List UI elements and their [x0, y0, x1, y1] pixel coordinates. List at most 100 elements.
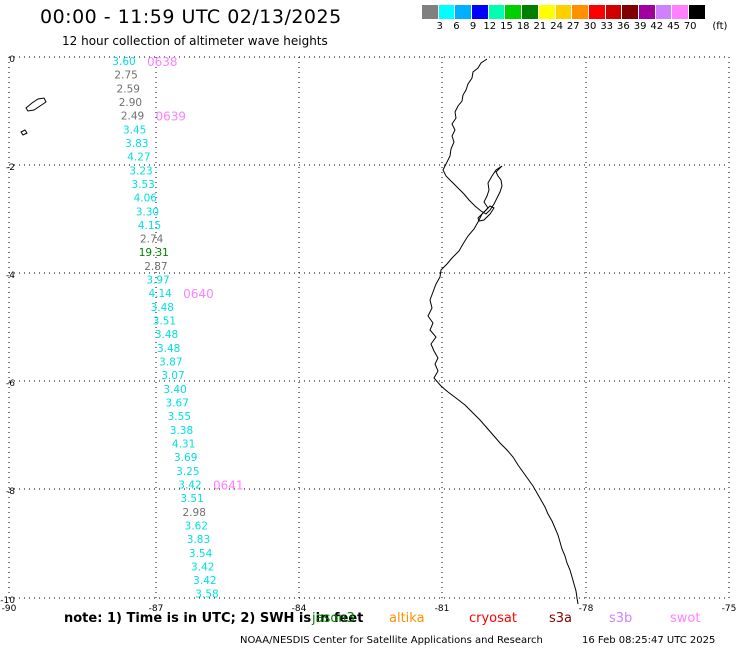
pass-time-label: 0641 [213, 478, 244, 492]
color-legend: 3 6 9 12 15 18 21 24 27 30 33 36 39 42 45 70 (ft) [422, 5, 727, 33]
legend-swatch [655, 5, 673, 19]
satellite-legend-item: swot [670, 611, 701, 626]
lat-tick-label: -4 [6, 271, 15, 281]
island-galapagos-small [20, 129, 28, 136]
note-text: note: 1) Time is in UTC; 2) SWH is in fe… [64, 611, 364, 626]
legend-swatches [422, 5, 706, 19]
pass-time-labels: 0638 0639 0640 0641 [147, 55, 244, 492]
legend-swatch [422, 5, 439, 19]
wave-height-value: 3.48 [157, 343, 180, 355]
credit-text: NOAA/NESDIS Center for Satellite Applica… [240, 635, 543, 646]
pass-time-label: 0639 [156, 110, 187, 124]
wave-height-value: 2.87 [144, 261, 167, 273]
lon-tick-label: -81 [435, 604, 450, 614]
wave-height-value: 3.67 [166, 398, 189, 410]
wave-height-value: 3.54 [189, 548, 213, 560]
legend-swatch [538, 5, 556, 19]
legend-swatch [689, 5, 706, 19]
lon-tick-label: -75 [722, 604, 737, 614]
lat-tick-label: -8 [6, 487, 15, 497]
satellite-legend-item: altika [389, 611, 425, 626]
legend-label: 33 [600, 21, 614, 32]
wave-height-value: 3.53 [131, 179, 154, 191]
legend-swatch [505, 5, 523, 19]
wave-height-value: 19.31 [139, 247, 169, 259]
legend-swatch [472, 5, 489, 19]
legend-label: 70 [683, 21, 697, 32]
wave-height-value: 2.49 [121, 111, 144, 123]
wave-height-value: 3.51 [180, 493, 203, 505]
legend-label: 24 [550, 21, 563, 32]
wave-height-value: 2.74 [140, 234, 164, 246]
credit-line: NOAA/NESDIS Center for Satellite Applica… [240, 635, 715, 646]
legend-swatch [522, 5, 539, 19]
wave-height-value: 3.97 [146, 275, 169, 287]
pass-time-label: 0638 [147, 55, 178, 69]
satellite-legend-item: s3a [549, 611, 573, 626]
wave-height-value: 3.30 [136, 206, 159, 218]
wave-height-value: 3.62 [185, 520, 208, 532]
satellite-legend-item: cryosat [469, 611, 517, 626]
wave-height-value: 3.51 [153, 316, 176, 328]
legend-label: 3 [436, 21, 443, 32]
lon-tick-label: -90 [2, 604, 17, 614]
wave-height-value: 2.98 [183, 507, 206, 519]
legend-swatch [672, 5, 689, 19]
wave-height-value: 3.58 [195, 589, 218, 601]
wave-height-value: 4.27 [127, 152, 150, 164]
map-subtitle: 12 hour collection of altimeter wave hei… [62, 34, 328, 48]
lat-tick-label: 0 [9, 55, 15, 65]
wave-height-value: 3.83 [125, 138, 148, 150]
legend-label: 15 [500, 21, 513, 32]
legend-label: 36 [617, 21, 630, 32]
legend-label: 45 [667, 21, 680, 32]
wave-height-value: 3.87 [159, 357, 182, 369]
legend-label: 30 [583, 21, 597, 32]
wave-height-value: 3.42 [178, 479, 201, 491]
legend-label: 27 [566, 21, 580, 32]
wave-height-value: 3.25 [176, 466, 199, 478]
lat-tick-label: -10 [0, 596, 15, 606]
legend-swatch [455, 5, 473, 19]
wave-height-value: 3.45 [123, 124, 146, 136]
footer-note: note: 1) Time is in UTC; 2) SWH is in fe… [64, 611, 700, 626]
wave-height-value: 3.69 [174, 452, 197, 464]
coastline-guayaquil-gulf-island [477, 205, 495, 222]
map-title: 00:00 - 11:59 UTC 02/13/2025 [40, 6, 342, 28]
legend-swatch [488, 5, 506, 19]
wave-height-value: 4.15 [138, 220, 161, 232]
wave-height-value: 2.75 [114, 70, 137, 82]
legend-swatch [438, 5, 456, 19]
legend-swatch [638, 5, 656, 19]
wave-height-value: 3.38 [170, 425, 193, 437]
legend-swatch [622, 5, 639, 19]
legend-label: 18 [516, 21, 530, 32]
wave-height-value: 3.55 [168, 411, 191, 423]
legend-label: 39 [633, 21, 647, 32]
satellite-legend-item: s3b [609, 611, 633, 626]
lat-tick-label: -6 [6, 379, 15, 389]
legend-swatch [588, 5, 606, 19]
lon-tick-label: -84 [292, 604, 307, 614]
wave-height-observations: 3.60 2.752.59 2.90 2.493.45 3.83 4.273.23 3.53… [112, 56, 218, 601]
wave-height-value: 3.42 [191, 561, 214, 573]
satellite-legend-item: jason3 [312, 611, 355, 626]
wave-height-value: 3.23 [129, 165, 152, 177]
wave-height-value: 3.42 [193, 575, 216, 587]
wave-height-value: 3.48 [155, 329, 178, 341]
wave-height-value: 4.31 [172, 438, 195, 450]
legend-label: 21 [533, 21, 547, 32]
legend-label: 6 [453, 21, 460, 32]
legend-swatch [572, 5, 589, 19]
wave-height-value: 3.48 [151, 302, 174, 314]
lon-tick-label: -78 [579, 604, 594, 614]
wave-height-value: 3.83 [187, 534, 210, 546]
generation-timestamp: 16 Feb 08:25:47 UTC 2025 [582, 635, 716, 646]
wave-height-value: 2.90 [119, 97, 142, 109]
axis-ticks: -90 -87 -84 -81 -78 -75 0 -2 -4 -6 -8 -10 [0, 55, 736, 614]
lat-lon-grid [8, 56, 730, 599]
island-galapagos-isabela [25, 97, 47, 112]
lon-tick-label: -87 [149, 604, 164, 614]
legend-swatch [605, 5, 623, 19]
